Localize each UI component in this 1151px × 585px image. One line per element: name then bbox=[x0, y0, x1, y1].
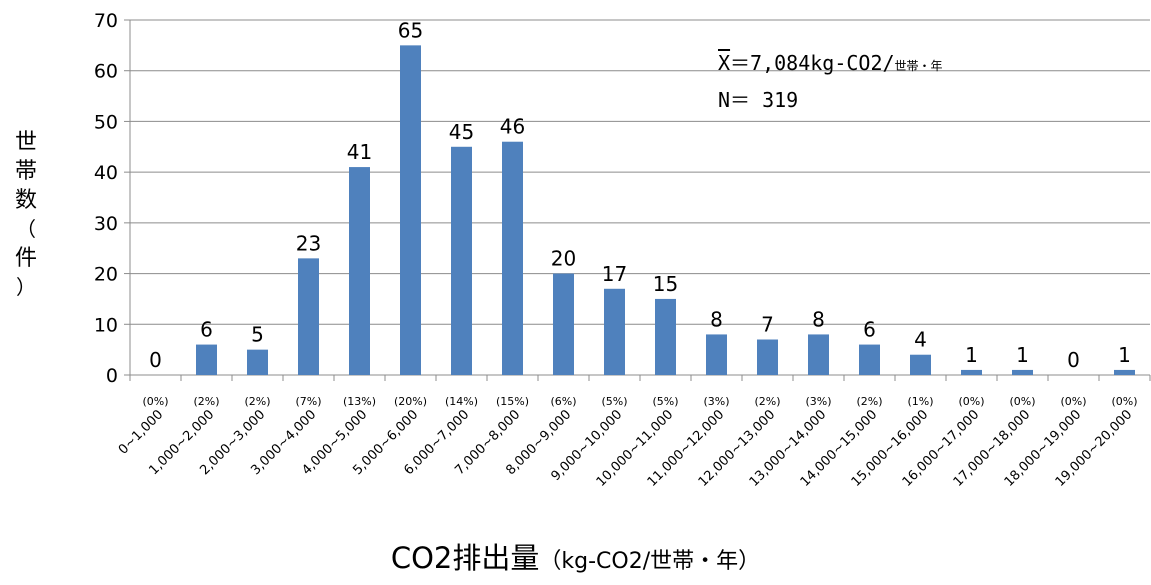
bar-value-label: 45 bbox=[449, 120, 474, 144]
x-axis-title-main: CO2排出量 bbox=[390, 541, 540, 575]
bar-value-label: 0 bbox=[149, 348, 162, 372]
y-tick-label: 50 bbox=[94, 111, 118, 133]
bar-value-label: 20 bbox=[551, 247, 576, 271]
bar bbox=[961, 369, 982, 375]
bar-value-label: 6 bbox=[200, 318, 213, 342]
bar-value-label: 41 bbox=[347, 140, 372, 164]
mean-symbol: X bbox=[718, 51, 731, 75]
percentage-label: (0%) bbox=[1111, 395, 1137, 408]
y-axis-title-char: （ bbox=[16, 217, 36, 241]
y-tick-label: 40 bbox=[94, 162, 118, 184]
bar bbox=[451, 146, 472, 375]
bar-value-label: 7 bbox=[761, 313, 774, 337]
y-tick-label: 10 bbox=[94, 314, 118, 336]
y-tick-label: 60 bbox=[94, 61, 118, 83]
percentage-label: (0%) bbox=[1060, 395, 1086, 408]
y-tick-label: 0 bbox=[106, 365, 118, 387]
bar bbox=[859, 344, 880, 375]
bar bbox=[604, 288, 625, 375]
bar bbox=[910, 354, 931, 375]
bar-value-label: 8 bbox=[812, 307, 825, 331]
percentage-label: (0%) bbox=[142, 395, 168, 408]
y-axis-title-char: 数 bbox=[14, 188, 37, 213]
bar-value-label: 17 bbox=[602, 262, 627, 286]
bar-value-label: 1 bbox=[965, 343, 978, 367]
bar bbox=[808, 334, 829, 375]
bar bbox=[655, 298, 676, 375]
bar-value-label: 5 bbox=[251, 323, 264, 347]
bar-value-label: 65 bbox=[398, 18, 423, 42]
y-axis-title: 世 帯 数 （ 件 ） bbox=[8, 128, 44, 302]
bar bbox=[1012, 369, 1033, 375]
bar-value-label: 15 bbox=[653, 272, 678, 296]
percentage-label: (20%) bbox=[394, 395, 427, 408]
percentage-label: (3%) bbox=[703, 395, 729, 408]
percentage-label: (0%) bbox=[958, 395, 984, 408]
bar bbox=[757, 339, 778, 375]
y-axis-title-char: 帯 bbox=[14, 159, 37, 184]
y-axis-title-char: ） bbox=[16, 275, 36, 299]
percentage-label: (2%) bbox=[193, 395, 219, 408]
bar bbox=[502, 141, 523, 375]
bar-value-label: 8 bbox=[710, 307, 723, 331]
percentage-label: (2%) bbox=[754, 395, 780, 408]
percentage-label: (5%) bbox=[652, 395, 678, 408]
percentage-label: (6%) bbox=[550, 395, 576, 408]
bar-value-label: 23 bbox=[296, 231, 321, 255]
n-annotation: N＝ 319 bbox=[718, 88, 799, 112]
bar bbox=[196, 344, 217, 375]
bar-value-label: 1 bbox=[1016, 343, 1029, 367]
bar-value-label: 46 bbox=[500, 115, 525, 139]
mean-value: ＝7,084kg-CO2/ bbox=[730, 51, 895, 75]
x-axis-title-unit: （kg-CO2/世帯・年） bbox=[539, 549, 761, 574]
bar-value-label: 6 bbox=[863, 318, 876, 342]
x-axis-title: CO2排出量（kg-CO2/世帯・年） bbox=[0, 535, 1151, 577]
percentage-label: (13%) bbox=[343, 395, 376, 408]
bar bbox=[298, 258, 319, 375]
bar bbox=[706, 334, 727, 375]
percentage-label: (3%) bbox=[805, 395, 831, 408]
bar-value-label: 1 bbox=[1118, 343, 1131, 367]
bar bbox=[400, 45, 421, 375]
bar-value-label: 4 bbox=[914, 328, 927, 352]
bar bbox=[349, 167, 370, 375]
category-label: 0~1,000 bbox=[116, 407, 166, 457]
y-tick-label: 30 bbox=[94, 213, 118, 235]
y-tick-label: 70 bbox=[94, 10, 118, 32]
bar bbox=[553, 273, 574, 375]
y-axis-title-char: 世 bbox=[14, 130, 37, 155]
percentage-label: (5%) bbox=[601, 395, 627, 408]
bar bbox=[247, 349, 268, 375]
bar-value-label: 0 bbox=[1067, 348, 1080, 372]
bar bbox=[1114, 369, 1135, 375]
percentage-label: (14%) bbox=[445, 395, 478, 408]
y-tick-label: 20 bbox=[94, 264, 118, 286]
stats-annotation: X＝7,084kg-CO2/世帯・年 N＝ 319 bbox=[718, 46, 943, 117]
mean-unit: 世帯・年 bbox=[894, 59, 943, 73]
percentage-label: (2%) bbox=[856, 395, 882, 408]
percentage-label: (15%) bbox=[496, 395, 529, 408]
percentage-label: (7%) bbox=[295, 395, 321, 408]
percentage-label: (1%) bbox=[907, 395, 933, 408]
mean-annotation: X＝7,084kg-CO2/世帯・年 bbox=[718, 46, 943, 83]
y-axis-title-char: 件 bbox=[14, 246, 37, 271]
percentage-label: (0%) bbox=[1009, 395, 1035, 408]
percentage-label: (2%) bbox=[244, 395, 270, 408]
